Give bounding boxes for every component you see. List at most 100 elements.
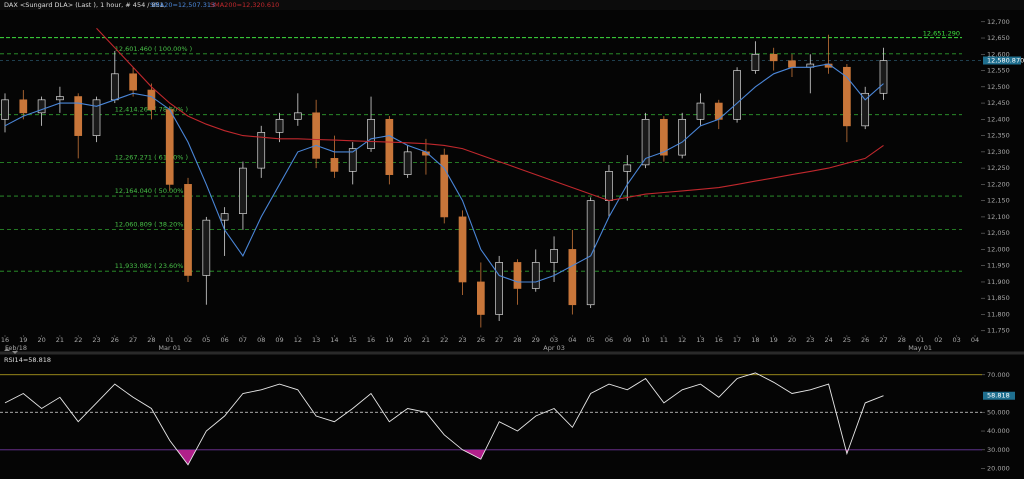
candle-body	[660, 118, 668, 156]
y-tick-label: 12,700	[987, 18, 1010, 26]
candle-body	[403, 151, 412, 175]
y-tick-label: 12,200	[987, 180, 1010, 188]
candle-body	[531, 262, 540, 289]
x-tick-label: 14	[330, 336, 338, 344]
x-tick-label: 27	[129, 336, 137, 344]
x-tick-label: 04	[971, 336, 979, 344]
fib-label: 11,933.082 ( 23.60% )	[115, 262, 188, 270]
x-tick-label: 17	[733, 336, 741, 344]
x-tick-label: 04	[568, 336, 576, 344]
x-tick-label: 12	[294, 336, 302, 344]
x-tick-label: 19	[770, 336, 778, 344]
x-tick-label: 10	[641, 336, 649, 344]
candle-body	[275, 118, 284, 133]
candle-body	[202, 219, 211, 276]
x-tick-label: 06	[605, 336, 613, 344]
candle-body	[74, 96, 83, 136]
candle-body	[165, 109, 174, 185]
candle-body	[495, 262, 504, 315]
x-tick-label: 01	[166, 336, 174, 344]
rsi-y-tick-label: 50.000	[987, 408, 1010, 416]
y-tick-label: 12,550	[987, 67, 1010, 75]
candle-body	[440, 154, 449, 218]
x-tick-label: 02	[934, 336, 942, 344]
x-tick-label: 01	[916, 336, 924, 344]
candle-body	[641, 118, 650, 166]
x-tick-label: 02	[184, 336, 192, 344]
rsi-line	[4, 372, 884, 466]
x-tick-label: 11	[660, 336, 668, 344]
x-tick-label: 21	[422, 336, 430, 344]
candle-body	[330, 158, 339, 172]
y-tick-label: 11,850	[987, 294, 1010, 302]
x-tick-label: 03	[953, 336, 961, 344]
period-label: May 01	[908, 344, 932, 352]
candle-body	[678, 118, 687, 156]
candle-body	[92, 99, 101, 136]
candle-body	[696, 102, 705, 120]
candle-body	[239, 167, 247, 215]
sma-line	[96, 27, 884, 202]
candle-body	[312, 112, 320, 159]
candle-body	[56, 96, 64, 101]
x-tick-label: 27	[879, 336, 887, 344]
x-tick-label: 28	[147, 336, 155, 344]
y-tick-label: 12,450	[987, 99, 1010, 107]
x-tick-label: 05	[202, 336, 210, 344]
legend-entry: SMA200=12,320.610	[210, 1, 279, 9]
x-tick-label: 19	[19, 336, 27, 344]
candle-body	[367, 118, 375, 149]
x-tick-label: 03	[550, 336, 558, 344]
candle-body	[110, 73, 119, 101]
x-tick-label: 16	[367, 336, 375, 344]
x-tick-label: 15	[349, 336, 357, 344]
x-tick-label: 23	[92, 336, 100, 344]
candle-body	[861, 92, 870, 127]
alert-label: 12,651.290	[923, 30, 960, 38]
x-tick-label: 09	[275, 336, 283, 344]
resize-arrows[interactable]	[4, 348, 18, 354]
y-tick-label: 11,900	[987, 278, 1010, 286]
x-tick-label: 27	[495, 336, 503, 344]
candle-body	[751, 53, 760, 71]
x-tick-label: 13	[312, 336, 320, 344]
candle-body	[843, 66, 851, 127]
period-label: Feb/18	[5, 344, 27, 352]
legend-entry: SMA20=12,507.313	[150, 1, 215, 9]
x-tick-label: 20	[37, 336, 45, 344]
candle-body	[879, 60, 888, 94]
y-tick-label: 12,500	[987, 83, 1010, 91]
rsi-value-box	[983, 391, 1015, 400]
candle-body	[220, 213, 229, 221]
chart-title: DAX <Sungard DLA> (Last ), 1 hour, # 454…	[4, 1, 166, 9]
y-tick-label: 12,250	[987, 164, 1010, 172]
x-tick-label: 21	[56, 336, 64, 344]
y-tick-label: 12,150	[987, 197, 1010, 205]
x-tick-label: 16	[715, 336, 723, 344]
candle-body	[129, 73, 137, 91]
y-tick-label: 11,950	[987, 262, 1010, 270]
header-bar	[0, 0, 1024, 10]
y-tick-label: 12,600	[987, 50, 1010, 58]
candle-body	[605, 171, 613, 201]
x-tick-label: 28	[513, 336, 521, 344]
y-tick-label: 12,050	[987, 229, 1010, 237]
x-tick-label: 23	[806, 336, 814, 344]
x-tick-label: 26	[477, 336, 485, 344]
x-tick-label: 13	[696, 336, 704, 344]
x-tick-label: 05	[587, 336, 595, 344]
rsi-y-tick-label: 20.000	[987, 465, 1010, 473]
rsi-value-label: 58.818	[987, 392, 1010, 400]
candle-body	[1, 99, 9, 120]
x-tick-label: 28	[898, 336, 906, 344]
candle-body	[257, 131, 266, 169]
sma-line	[4, 63, 884, 283]
x-tick-label: 16	[1, 336, 9, 344]
candle-body	[550, 249, 558, 263]
period-label: Mar 01	[158, 344, 181, 352]
oversold-fill	[176, 449, 849, 465]
candle-body	[385, 118, 394, 175]
fib-label: 12,267.271 ( 61.80% )	[115, 154, 188, 162]
x-tick-label: 08	[257, 336, 265, 344]
